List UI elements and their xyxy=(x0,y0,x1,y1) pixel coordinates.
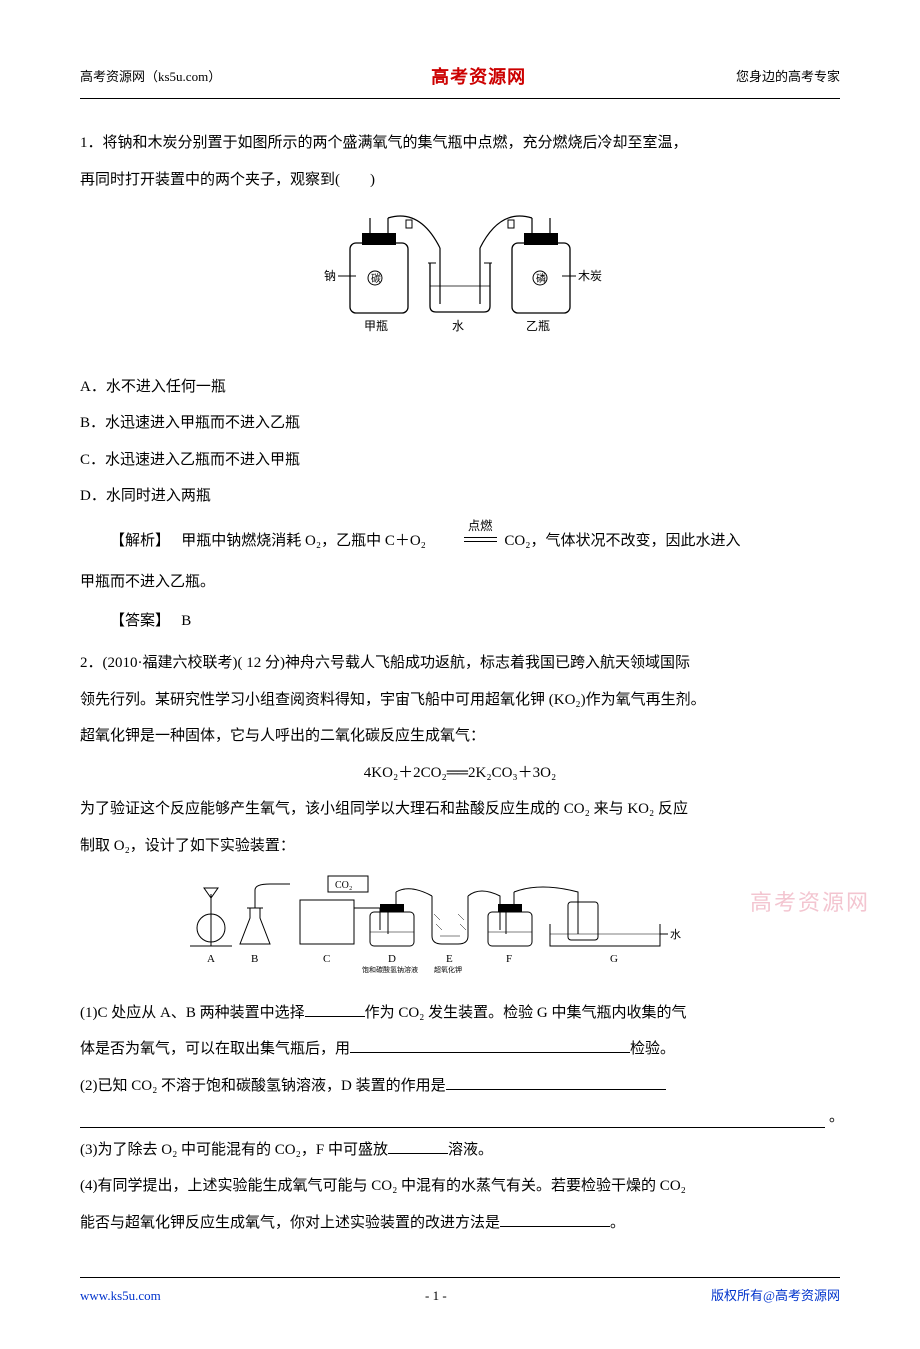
svg-text:A: A xyxy=(207,953,215,965)
svg-text:C: C xyxy=(323,953,330,965)
q2-stem-3: 超氧化钾是一种固体，它与人呼出的二氧化碳反应生成氧气： xyxy=(80,722,840,751)
header-site-name: 高考资源网（ks5u.com） xyxy=(80,65,221,90)
reaction-arrow-ignite: 点燃 xyxy=(430,525,501,558)
q1-option-d: D．水同时进入两瓶 xyxy=(80,482,840,511)
header-tagline: 您身边的高考专家 xyxy=(736,65,840,90)
q2-sub2: (2)已知 CO₂ 不溶于饱和碳酸氢钠溶液，D 装置的作用是 xyxy=(80,1072,840,1101)
q1-answer-label: 【答案】 xyxy=(110,613,163,629)
watermark-text: 高考资源网 xyxy=(750,882,870,924)
blank-input[interactable] xyxy=(446,1072,666,1089)
q2-sub4b: 能否与超氧化钾反应生成氧气，你对上述实验装置的改进方法是。 xyxy=(80,1209,840,1238)
q2-sub1b: 体是否为氧气，可以在取出集气瓶后，用检验。 xyxy=(80,1035,840,1064)
svg-text:G: G xyxy=(610,953,618,965)
q1-explain-text-a: 甲瓶中钠燃烧消耗 O₂，乙瓶中 C＋O₂ xyxy=(181,533,426,549)
footer-url: www.ks5u.com xyxy=(80,1284,161,1309)
q1-stem-line2: 再同时打开装置中的两个夹子，观察到( ) xyxy=(80,166,840,195)
q1-explanation: 【解析】 甲瓶中钠燃烧消耗 O₂，乙瓶中 C＋O₂ 点燃 CO₂，气体状况不改变… xyxy=(80,525,840,599)
q2-diagram: 高考资源网 CO₂ A B C xyxy=(80,874,840,985)
q1-label-charcoal: 木炭 xyxy=(578,269,602,283)
q2-stem-5: 制取 O₂，设计了如下实验装置： xyxy=(80,832,840,861)
blank-input[interactable] xyxy=(305,999,365,1016)
svg-text:F: F xyxy=(506,953,512,965)
question-2: 2．(2010·福建六校联考)( 12 分)神舟六号载人飞船成功返航，标志着我国… xyxy=(80,649,840,1237)
q2-diagram-co2-label: CO₂ xyxy=(335,880,352,891)
question-1: 1．将钠和木炭分别置于如图所示的两个盛满氧气的集气瓶中点燃，充分燃烧后冷却至室温… xyxy=(80,129,840,635)
q2-stem-1: 2．(2010·福建六校联考)( 12 分)神舟六号载人飞船成功返航，标志着我国… xyxy=(80,649,840,678)
svg-text:超氧化钾: 超氧化钾 xyxy=(434,965,462,974)
q2-sub3: (3)为了除去 O₂ 中可能混有的 CO₂，F 中可盛放溶液。 xyxy=(80,1136,840,1165)
q1-option-c: C．水迅速进入乙瓶而不进入甲瓶 xyxy=(80,446,840,475)
q2-stem-4: 为了验证这个反应能够产生氧气，该小组同学以大理石和盐酸反应生成的 CO₂ 来与 … xyxy=(80,795,840,824)
q2-equation: 4KO₂＋2CO₂══2K₂CO₃＋3O₂ xyxy=(80,759,840,788)
q2-stem-2: 领先行列。某研究性学习小组查阅资料得知，宇宙飞船中可用超氧化钾 (KO₂)作为氧… xyxy=(80,686,840,715)
svg-text:E: E xyxy=(446,953,453,965)
q1-label-jar-b: 乙瓶 xyxy=(526,319,550,333)
page-footer: www.ks5u.com - 1 - 版权所有@高考资源网 xyxy=(80,1277,840,1309)
q1-option-b: B．水迅速进入甲瓶而不进入乙瓶 xyxy=(80,409,840,438)
q1-label-jar-a: 甲瓶 xyxy=(364,319,388,333)
q2-sub4a: (4)有同学提出，上述实验能生成氧气可能与 CO₂ 中混有的水蒸气有关。若要检验… xyxy=(80,1172,840,1201)
footer-copyright: 版权所有@高考资源网 xyxy=(711,1284,840,1309)
q1-explain-label: 【解析】 xyxy=(110,533,163,549)
svg-text:B: B xyxy=(251,953,258,965)
svg-text:碳: 碳 xyxy=(371,272,381,285)
q1-explain-text-c: 甲瓶而不进入乙瓶。 xyxy=(80,566,840,599)
q1-label-water: 水 xyxy=(452,319,464,333)
q2-sub1: (1)C 处应从 A、B 两种装置中选择作为 CO₂ 发生装置。检验 G 中集气… xyxy=(80,999,840,1028)
q1-label-sodium: 钠 xyxy=(324,268,336,283)
blank-input[interactable] xyxy=(80,1108,825,1128)
q2-sub2-line xyxy=(80,1108,840,1128)
svg-text:磷: 磷 xyxy=(536,272,546,285)
header-logo-text: 高考资源网 xyxy=(431,60,526,94)
q1-diagram: 钠 碳 甲瓶 水 磷 xyxy=(80,208,840,359)
blank-input[interactable] xyxy=(500,1209,610,1226)
q1-stem-line1: 1．将钠和木炭分别置于如图所示的两个盛满氧气的集气瓶中点燃，充分燃烧后冷却至室温… xyxy=(80,129,840,158)
page-header: 高考资源网（ks5u.com） 高考资源网 您身边的高考专家 xyxy=(80,60,840,99)
q1-answer-value: B xyxy=(181,613,191,629)
footer-page-number: - 1 - xyxy=(425,1284,447,1309)
q1-explain-text-b: CO₂，气体状况不改变，因此水进入 xyxy=(504,533,740,549)
blank-input[interactable] xyxy=(350,1036,630,1053)
blank-input[interactable] xyxy=(388,1136,448,1153)
svg-text:D: D xyxy=(388,953,396,965)
svg-text:饱和碳酸氢钠溶液: 饱和碳酸氢钠溶液 xyxy=(362,965,418,974)
q1-option-a: A．水不进入任何一瓶 xyxy=(80,373,840,402)
svg-text:水: 水 xyxy=(670,928,681,941)
q1-answer: 【答案】 B xyxy=(80,607,840,636)
